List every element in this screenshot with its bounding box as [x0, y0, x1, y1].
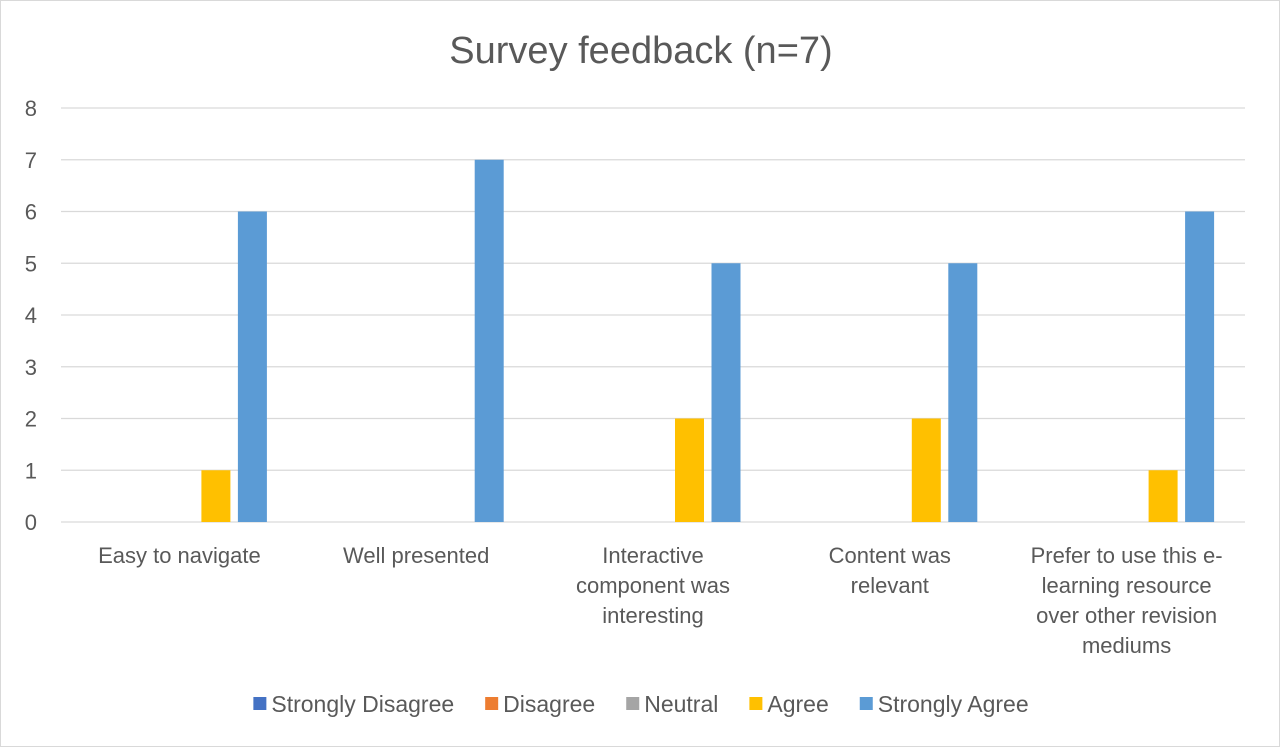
bar-agree: [201, 470, 231, 522]
chart-title: Survey feedback (n=7): [449, 30, 832, 72]
legend-swatch: [485, 697, 499, 710]
legend-swatch: [859, 697, 873, 710]
y-tick-label: 2: [25, 407, 37, 432]
x-category-label: learning resource: [1042, 573, 1212, 598]
y-tick-label: 7: [25, 148, 37, 173]
y-tick-label: 1: [25, 458, 37, 483]
x-axis-categories: Easy to navigate Well presented Interactiv…: [98, 543, 1223, 658]
x-category-label: component was: [576, 573, 730, 598]
x-category-label: relevant: [851, 573, 929, 598]
bar-agree: [911, 418, 941, 522]
x-category-label: over other revision: [1036, 603, 1217, 628]
bar-strongly-agree: [948, 263, 978, 522]
legend-label: Strongly Agree: [878, 691, 1029, 717]
y-tick-label: 8: [25, 96, 37, 121]
legend-label: Agree: [767, 691, 828, 717]
x-category-label: Prefer to use this e-: [1031, 543, 1223, 568]
bar-strongly-agree: [474, 159, 504, 522]
y-tick-label: 3: [25, 355, 37, 380]
legend-label: Disagree: [503, 691, 595, 717]
legend: Strongly Disagree Disagree Neutral Agree Str…: [253, 691, 1029, 717]
legend-swatch: [749, 697, 763, 710]
x-category-label: Well presented: [343, 543, 489, 568]
bar-agree: [675, 418, 704, 522]
legend-label: Neutral: [644, 691, 718, 717]
y-tick-label: 4: [25, 303, 37, 328]
bar-agree: [1148, 470, 1178, 522]
y-axis-ticks: 0 1 2 3 4 5 6 7 8: [25, 96, 37, 535]
x-category-label: Easy to navigate: [98, 543, 261, 568]
x-category-label: mediums: [1082, 633, 1171, 658]
legend-swatch: [626, 697, 640, 710]
bar-strongly-agree: [1185, 211, 1215, 522]
x-category-label: Content was: [829, 543, 951, 568]
y-tick-label: 6: [25, 200, 37, 225]
x-category-label: Interactive: [602, 543, 704, 568]
bar-strongly-agree: [237, 211, 267, 522]
y-tick-label: 5: [25, 251, 37, 276]
legend-swatch: [253, 697, 267, 710]
bar-strongly-agree: [711, 263, 741, 522]
bars: [201, 159, 1215, 522]
x-category-label: interesting: [602, 603, 704, 628]
y-tick-label: 0: [25, 510, 37, 535]
legend-label: Strongly Disagree: [271, 691, 454, 717]
